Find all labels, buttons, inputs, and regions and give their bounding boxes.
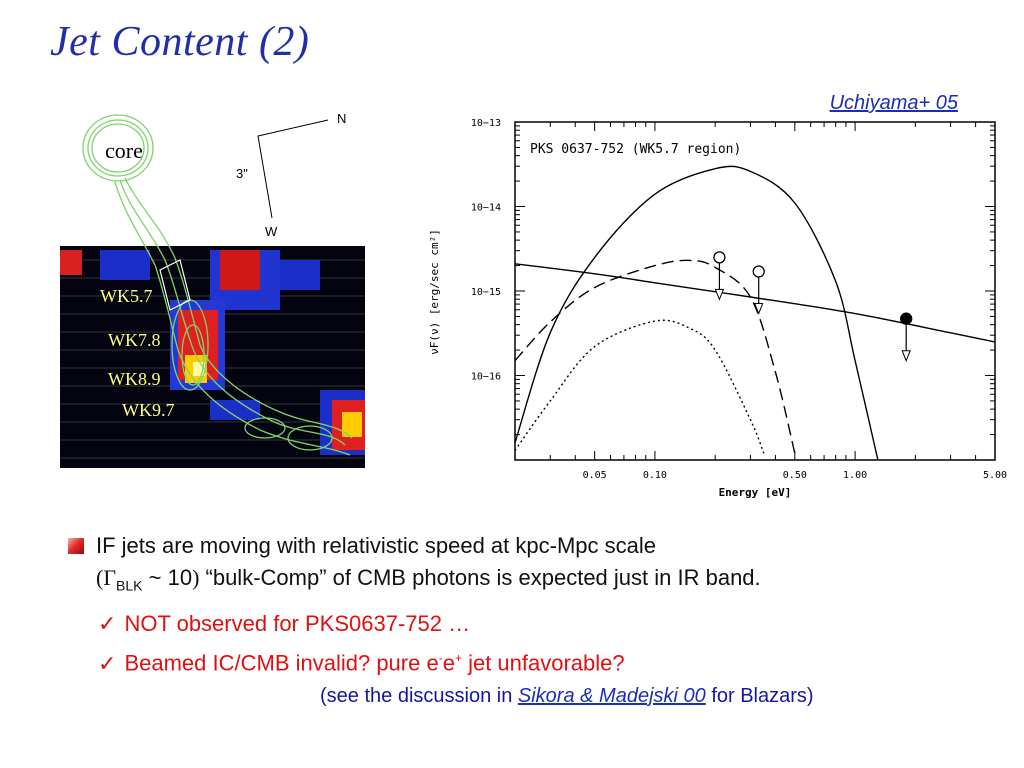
bullet-square-icon bbox=[68, 538, 84, 554]
jet-image: core N W 3" WK5.7 WK7.8 WK8.9 WK9.7 bbox=[60, 111, 365, 468]
x-tick-label: 5.00 bbox=[983, 470, 1007, 481]
chart-title: PKS 0637-752 (WK5.7 region) bbox=[530, 142, 741, 157]
knot-label: WK9.7 bbox=[122, 400, 175, 420]
x-axis-label: Energy [eV] bbox=[719, 486, 792, 499]
knot-label: WK8.9 bbox=[108, 369, 161, 389]
y-tick-label: 10−14 bbox=[471, 203, 501, 214]
knot-label: WK5.7 bbox=[100, 286, 153, 306]
y-tick-label: 10−16 bbox=[471, 372, 501, 383]
slide-title: Jet Content (2) bbox=[50, 19, 310, 65]
knot-label: WK7.8 bbox=[108, 330, 161, 350]
main-bullet-line2: “bulk-Comp” of CMB photons is expected j… bbox=[199, 565, 761, 590]
sub-bullet-2: ✓ Beamed IC/CMB invalid? pure e-e+ jet un… bbox=[98, 641, 1008, 680]
bullet-list: IF jets are moving with relativistic spe… bbox=[68, 530, 1008, 711]
reference-note: (see the discussion in Sikora & Madejski… bbox=[320, 681, 1008, 711]
core-label: core bbox=[105, 138, 143, 163]
electron-superscript: - bbox=[438, 651, 443, 666]
paren-open: ( bbox=[96, 565, 104, 590]
data-point bbox=[752, 265, 765, 278]
data-point bbox=[713, 251, 726, 264]
series-line-dashed bbox=[514, 259, 796, 454]
north-label: N bbox=[337, 111, 346, 126]
sub-bullet-2-text-b: e bbox=[442, 650, 455, 676]
sub-bullet-2-text-a: Beamed IC/CMB invalid? pure e bbox=[124, 650, 439, 676]
main-bullet: IF jets are moving with relativistic spe… bbox=[68, 530, 1008, 601]
west-label: W bbox=[265, 224, 278, 239]
x-tick-label: 0.05 bbox=[583, 470, 607, 481]
scale-label: 3" bbox=[236, 166, 248, 181]
paren-close: ) bbox=[192, 565, 200, 590]
checkmark-icon: ✓ bbox=[98, 611, 117, 637]
citation-link[interactable]: Uchiyama+ 05 bbox=[829, 92, 958, 114]
sed-chart-panel: 0.05 0.10 0.50 1.00 5.00 10−13 10−14 10−15 10−16… bbox=[420, 100, 1010, 505]
upper-limit-arrowhead bbox=[901, 350, 911, 363]
sed-chart: 0.05 0.10 0.50 1.00 5.00 10−13 10−14 10−15 10−16… bbox=[428, 118, 1007, 499]
upper-limit-arrowhead bbox=[753, 303, 764, 315]
checkmark-icon: ✓ bbox=[98, 650, 117, 676]
main-bullet-line1: IF jets are moving with relativistic spe… bbox=[96, 533, 656, 558]
reference-text-a: (see the discussion in bbox=[320, 684, 518, 707]
x-tick-label: 0.10 bbox=[643, 470, 667, 481]
gamma-value: ~ 10 bbox=[142, 565, 193, 590]
data-point bbox=[900, 312, 913, 325]
sub-bullet-2-text-c: jet unfavorable? bbox=[461, 650, 625, 676]
sub-bullet-1-text: NOT observed for PKS0637-752 … bbox=[124, 611, 471, 637]
y-tick-label: 10−13 bbox=[471, 118, 501, 129]
gamma-symbol: Γ bbox=[103, 565, 117, 590]
x-tick-label: 1.00 bbox=[843, 470, 867, 481]
positron-superscript: + bbox=[454, 651, 462, 666]
x-tick-label: 0.50 bbox=[783, 470, 807, 481]
upper-limit-arrowhead bbox=[714, 288, 725, 301]
y-tick-label: 10−15 bbox=[471, 287, 501, 298]
jet-image-panel: core N W 3" WK5.7 WK7.8 WK8.9 WK9.7 bbox=[60, 100, 370, 470]
y-axis-label: νF(ν) [erg/sec cm²] bbox=[428, 229, 441, 355]
reference-text-b: for Blazars) bbox=[705, 684, 814, 707]
series-line-solid-peak bbox=[514, 165, 879, 461]
gamma-subscript: BLK bbox=[116, 577, 143, 594]
reference-paper-link[interactable]: Sikora & Madejski 00 bbox=[517, 684, 706, 707]
sub-bullet-1: ✓ NOT observed for PKS0637-752 … bbox=[98, 607, 1008, 641]
series-line-dotted bbox=[514, 319, 765, 454]
